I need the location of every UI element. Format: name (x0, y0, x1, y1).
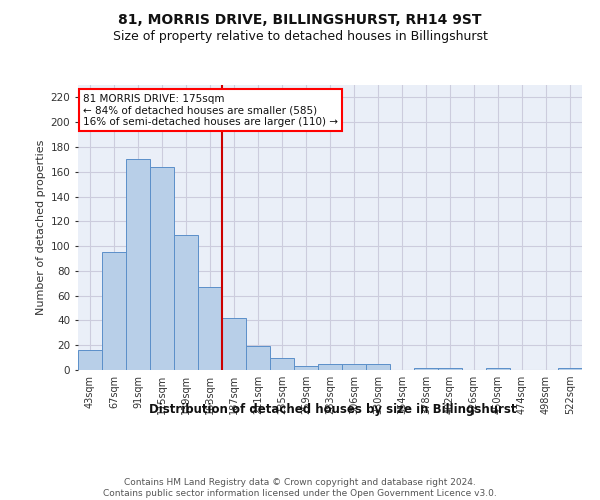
Bar (198, 287, 222, 370)
Text: Distribution of detached houses by size in Billingshurst: Distribution of detached houses by size … (149, 402, 517, 415)
Bar (342, 364, 366, 370)
Bar (270, 358, 294, 370)
Bar (318, 364, 342, 370)
Y-axis label: Number of detached properties: Number of detached properties (37, 140, 46, 315)
Bar (174, 235, 198, 370)
Bar (78, 350, 102, 370)
Text: Contains HM Land Registry data © Crown copyright and database right 2024.
Contai: Contains HM Land Registry data © Crown c… (103, 478, 497, 498)
Bar (486, 368, 510, 370)
Bar (150, 167, 174, 370)
Bar (414, 368, 438, 370)
Text: 81, MORRIS DRIVE, BILLINGSHURST, RH14 9ST: 81, MORRIS DRIVE, BILLINGSHURST, RH14 9S… (118, 12, 482, 26)
Text: 81 MORRIS DRIVE: 175sqm
← 84% of detached houses are smaller (585)
16% of semi-d: 81 MORRIS DRIVE: 175sqm ← 84% of detache… (83, 94, 338, 126)
Bar (102, 252, 126, 370)
Bar (246, 346, 270, 370)
Bar (366, 364, 390, 370)
Text: Size of property relative to detached houses in Billingshurst: Size of property relative to detached ho… (113, 30, 487, 43)
Bar (126, 160, 150, 370)
Bar (438, 368, 462, 370)
Bar (222, 318, 246, 370)
Bar (294, 366, 318, 370)
Bar (558, 368, 582, 370)
